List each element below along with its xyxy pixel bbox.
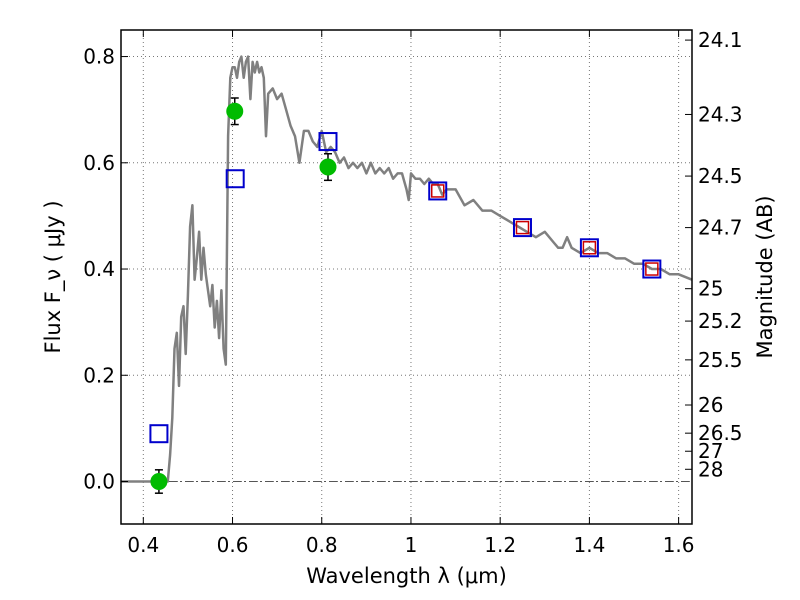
model-point-box: [642, 259, 662, 279]
right-tick-label: 24.5: [698, 164, 743, 188]
right-tick-label: 25.2: [698, 309, 743, 333]
model-point-box-inner: [582, 241, 597, 255]
model-point-box: [512, 218, 532, 238]
right-tick-label: 24.7: [698, 216, 743, 240]
x-tick-label: 1.4: [573, 533, 605, 557]
model-spectrum-layer: [121, 55, 693, 483]
right-tick-label: 27: [698, 439, 723, 463]
right-tick-label: 28: [698, 457, 723, 481]
model-point-box: [428, 181, 448, 201]
x-axis-ticks: 0.4 0.6 0.8 1 1.2 1.4 1.6: [127, 30, 695, 557]
y-tick-label: 0.4: [83, 257, 115, 281]
model-point-box-inner: [645, 262, 659, 276]
x-tick-label: 0.8: [306, 533, 338, 557]
x-tick-label: 1.2: [484, 533, 516, 557]
model-point-box: [225, 169, 245, 189]
right-tick-label: 24.3: [698, 102, 743, 126]
model-spectrum-line: [121, 55, 693, 483]
y-tick-label: 0.8: [83, 45, 115, 69]
model-point-box-inner: [515, 220, 530, 235]
right-axis-title: Magnitude (AB): [753, 195, 777, 358]
right-tick-label: 25.5: [698, 348, 743, 372]
observed-point: [319, 158, 337, 176]
y-tick-label: 0.6: [83, 151, 115, 175]
right-tick-label: 25: [698, 277, 723, 301]
y-axis-ticks: 0.0 0.2 0.4 0.6 0.8: [83, 45, 128, 494]
observed-point: [150, 473, 168, 491]
model-boxes-layer: [149, 132, 662, 444]
y-tick-label: 0.0: [83, 470, 115, 494]
y-axis-title: Flux F_ν ( μJy ): [41, 200, 66, 353]
model-point-box: [318, 132, 338, 152]
x-axis-title: Wavelength λ (μm): [306, 564, 507, 588]
x-tick-label: 0.4: [127, 533, 159, 557]
model-point-box: [579, 238, 599, 258]
right-tick-label: 24.1: [698, 28, 743, 52]
x-tick-label: 1.6: [663, 533, 695, 557]
model-point-box-inner: [430, 184, 445, 198]
observed-points-layer: [150, 97, 337, 494]
x-tick-label: 1: [405, 533, 418, 557]
x-tick-label: 0.6: [217, 533, 249, 557]
right-tick-label: 26.5: [698, 421, 743, 445]
right-tick-label: 26: [698, 393, 723, 417]
observed-point: [226, 102, 244, 120]
model-point-box: [149, 424, 169, 444]
y-tick-label: 0.2: [83, 363, 115, 387]
plot-frame: [120, 29, 693, 525]
